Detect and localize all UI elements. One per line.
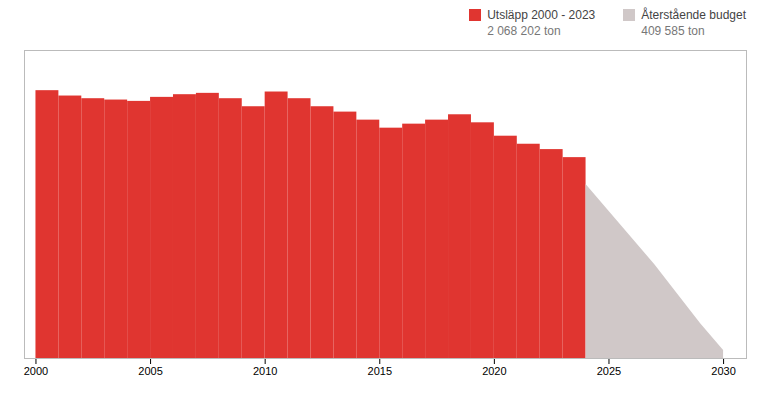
svg-text:2000: 2000 [24,365,48,377]
html-text:2 068 202 ton: 2 068 202 ton [487,24,561,38]
svg-text:2030: 2030 [711,365,735,377]
svg-text:2010: 2010 [253,365,277,377]
html-text:409 585 ton: 409 585 ton [641,24,705,38]
svg-text:2020: 2020 [482,365,506,377]
svg-text:2005: 2005 [138,365,162,377]
html-text:Utsläpp 2000 - 2023: Utsläpp 2000 - 2023 [487,8,596,22]
svg-text:2015: 2015 [368,365,392,377]
svg-text:2025: 2025 [597,365,621,377]
html-text:Återstående budget: Återstående budget [641,8,746,22]
